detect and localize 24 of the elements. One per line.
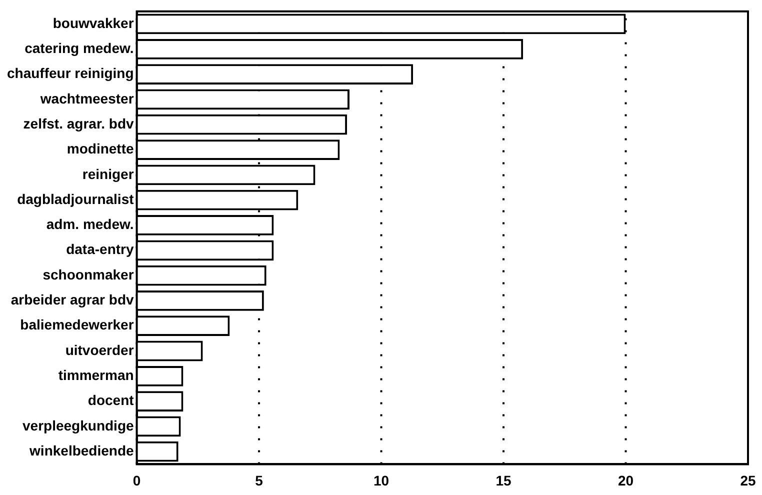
y-tick-label: data-entry	[66, 241, 134, 258]
y-tick-label: verpleegkundige	[22, 417, 134, 434]
x-tick-label: 5	[255, 472, 264, 488]
y-tick-label: schoonmaker	[42, 266, 134, 282]
y-tick-label: bouwvakker	[52, 14, 134, 31]
y-tick-label: chauffeur reiniging	[6, 65, 134, 82]
y-tick-label: wachtmeester	[39, 90, 134, 106]
y-tick-label: catering medew.	[24, 40, 134, 56]
y-tick-label: zelfst. agrar. bdv	[23, 115, 134, 132]
y-tick-label: dagbladjournalist	[17, 190, 134, 207]
y-tick-label: docent	[88, 392, 134, 408]
y-tick-label: timmerman	[58, 367, 134, 384]
x-tick-label: 15	[496, 472, 512, 488]
x-tick-label: 25	[740, 472, 756, 488]
y-tick-label: arbeider agrar bdv	[10, 292, 134, 308]
x-tick-label: 20	[618, 472, 634, 488]
x-tick-label: 0	[132, 472, 141, 488]
y-tick-label: uitvoerder	[65, 342, 134, 358]
y-tick-label: winkelbediende	[28, 442, 134, 458]
y-tick-label: reiniger	[82, 166, 134, 182]
x-tick-label: 10	[373, 472, 390, 488]
y-tick-label: adm. medew.	[46, 216, 134, 232]
y-tick-label: baliemedewerker	[20, 316, 134, 333]
y-tick-label: modinette	[66, 140, 134, 157]
